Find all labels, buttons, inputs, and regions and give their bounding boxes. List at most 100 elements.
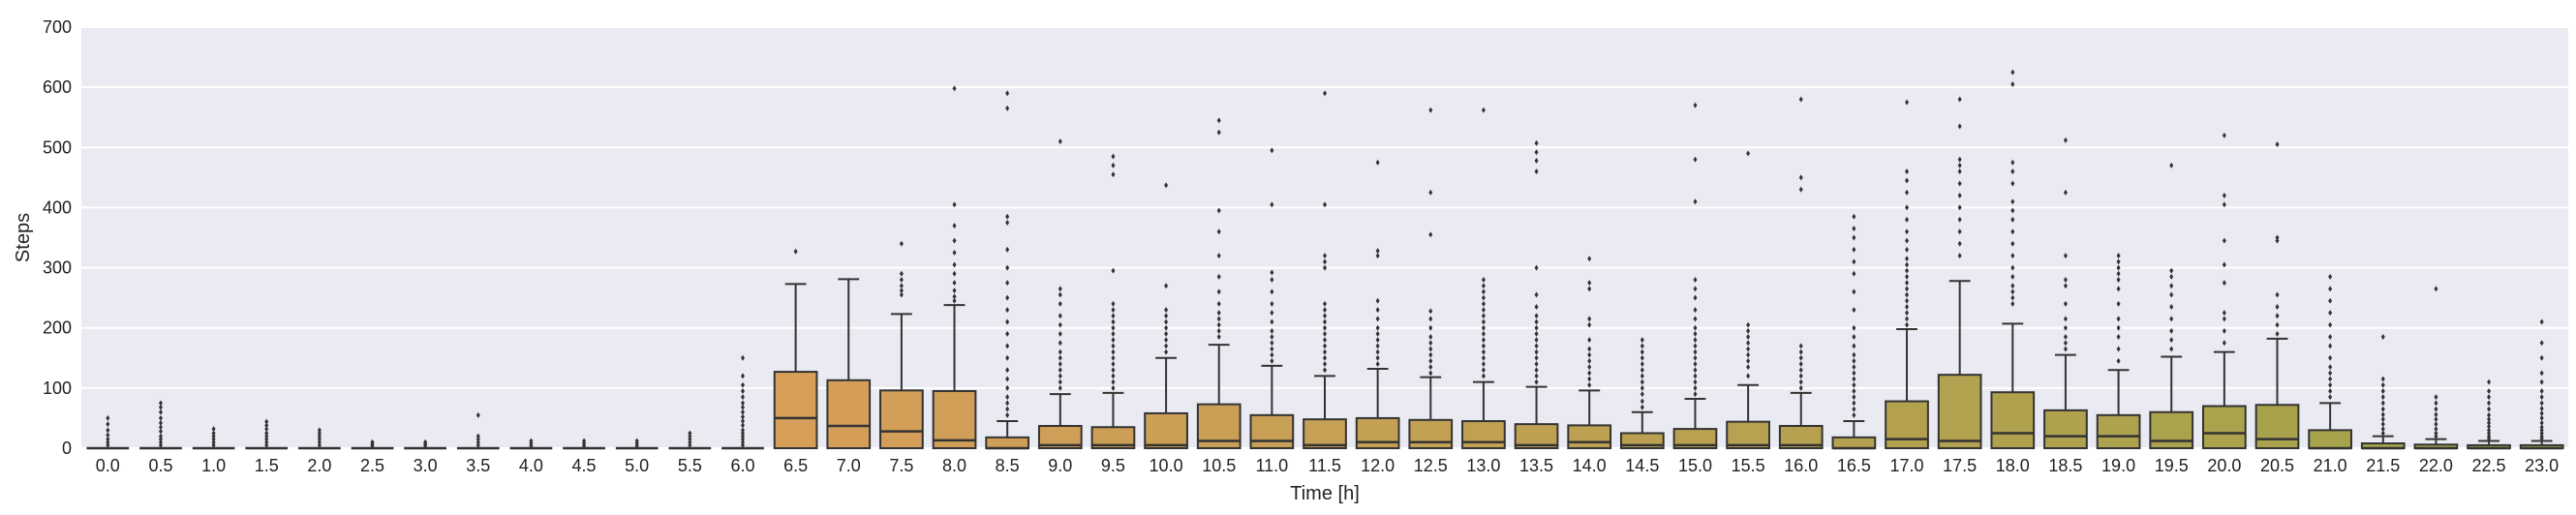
box-22.0 bbox=[2413, 286, 2459, 450]
x-tick-label: 12.5 bbox=[1414, 456, 1448, 475]
outlier-point bbox=[1640, 398, 1644, 405]
outlier-point bbox=[740, 387, 745, 394]
outlier-point bbox=[1693, 277, 1698, 283]
outlier-point bbox=[1058, 300, 1062, 307]
outlier-point bbox=[1111, 162, 1116, 168]
x-tick-label: 19.0 bbox=[2101, 456, 2135, 475]
outlier-point bbox=[1640, 384, 1644, 391]
outlier-point bbox=[1746, 334, 1751, 341]
x-tick-label: 2.0 bbox=[307, 456, 331, 475]
outlier-point bbox=[1481, 283, 1486, 289]
outlier-point bbox=[1534, 157, 1539, 164]
iqr-box bbox=[1408, 418, 1454, 449]
outlier-point bbox=[1005, 90, 1010, 97]
outlier-point bbox=[1905, 189, 1910, 196]
iqr-box bbox=[1303, 418, 1347, 449]
outlier-point bbox=[1323, 337, 1327, 344]
outlier-point bbox=[1693, 373, 1698, 379]
outlier-point bbox=[688, 430, 692, 437]
outlier-point bbox=[1270, 277, 1274, 283]
outlier-point bbox=[1111, 361, 1116, 367]
x-tick-label: 1.0 bbox=[201, 456, 226, 475]
y-axis-label: Steps bbox=[13, 213, 34, 262]
outlier-point bbox=[158, 439, 163, 445]
outlier-point bbox=[1693, 367, 1698, 374]
outlier-point bbox=[1905, 261, 1910, 268]
outlier-point bbox=[1375, 248, 1380, 255]
x-tick-label: 4.0 bbox=[519, 456, 543, 475]
iqr-box bbox=[1090, 426, 1136, 449]
iqr-box bbox=[1937, 374, 1982, 449]
outlier-point bbox=[1693, 156, 1698, 163]
outlier-point bbox=[1164, 324, 1169, 331]
outlier-point bbox=[1216, 300, 1221, 307]
outlier-point bbox=[1164, 330, 1169, 337]
outlier-point bbox=[2539, 409, 2544, 416]
box-11.5 bbox=[1303, 90, 1347, 449]
outlier-point bbox=[2169, 291, 2174, 298]
outlier-point bbox=[2010, 240, 2015, 247]
outlier-point bbox=[1481, 106, 1486, 113]
outlier-point bbox=[1164, 318, 1169, 325]
outlier-point bbox=[2380, 421, 2385, 428]
outlier-point bbox=[475, 436, 480, 442]
outlier-point bbox=[1216, 334, 1221, 341]
outlier-point bbox=[317, 436, 322, 442]
outlier-point bbox=[1481, 343, 1486, 349]
outlier-point bbox=[1323, 324, 1327, 331]
box-0.0 bbox=[86, 414, 130, 450]
box-13.0 bbox=[1461, 106, 1506, 449]
outlier-point bbox=[1905, 256, 1910, 262]
outlier-point bbox=[1058, 348, 1062, 355]
outlier-point bbox=[899, 240, 904, 247]
outlier-point bbox=[2487, 400, 2492, 407]
outlier-point bbox=[1111, 307, 1116, 314]
outlier-point bbox=[370, 439, 375, 445]
outlier-point bbox=[1957, 253, 1962, 259]
outlier-point bbox=[2169, 162, 2174, 168]
outlier-point bbox=[1270, 147, 1274, 154]
outlier-point bbox=[1375, 343, 1380, 349]
outlier-point bbox=[1005, 105, 1010, 111]
outlier-point bbox=[2222, 340, 2226, 347]
x-tick-label: 6.5 bbox=[783, 456, 808, 475]
outlier-point bbox=[2487, 427, 2492, 434]
outlier-point bbox=[1798, 379, 1803, 385]
outlier-point bbox=[952, 250, 957, 257]
outlier-point bbox=[1270, 201, 1274, 208]
outlier-point bbox=[1323, 348, 1327, 355]
outlier-point bbox=[2487, 406, 2492, 412]
outlier-point bbox=[1375, 330, 1380, 337]
outlier-point bbox=[1693, 361, 1698, 367]
outlier-point bbox=[1164, 283, 1169, 289]
outlier-point bbox=[1111, 267, 1116, 274]
outlier-point bbox=[1905, 303, 1910, 310]
outlier-point bbox=[2116, 346, 2121, 352]
outlier-point bbox=[1111, 318, 1116, 325]
y-tick-label: 400 bbox=[43, 197, 72, 217]
outlier-point bbox=[1428, 334, 1433, 341]
outlier-point bbox=[1005, 376, 1010, 382]
outlier-point bbox=[2487, 419, 2492, 426]
outlier-point bbox=[1534, 291, 1539, 298]
outlier-point bbox=[2539, 414, 2544, 421]
outlier-point bbox=[264, 433, 269, 439]
x-tick-label: 11.5 bbox=[1308, 456, 1341, 475]
outlier-point bbox=[2222, 193, 2226, 198]
outlier-point bbox=[1270, 334, 1274, 341]
outlier-point bbox=[2539, 379, 2544, 385]
outlier-point bbox=[2380, 394, 2385, 401]
x-tick-label: 18.0 bbox=[1996, 456, 2030, 475]
outlier-point bbox=[1005, 406, 1010, 412]
box-0.5 bbox=[139, 400, 182, 450]
outlier-point bbox=[2222, 261, 2226, 268]
outlier-point bbox=[1587, 364, 1592, 371]
outlier-point bbox=[952, 223, 957, 229]
outlier-point bbox=[2487, 423, 2492, 430]
outlier-point bbox=[1693, 354, 1698, 361]
iqr-box bbox=[1461, 420, 1506, 449]
iqr-box bbox=[2254, 404, 2300, 449]
box-21.5 bbox=[2360, 334, 2406, 450]
outlier-point bbox=[1640, 343, 1644, 349]
iqr-box bbox=[985, 436, 1030, 450]
